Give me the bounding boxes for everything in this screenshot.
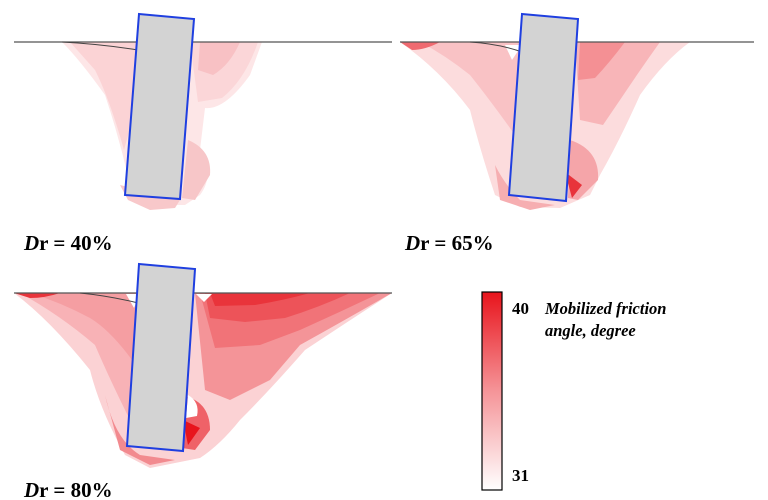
pile bbox=[123, 12, 196, 201]
colorbar-max-label: 40 bbox=[512, 299, 529, 318]
pile bbox=[125, 262, 197, 453]
panel-label-dr40: Dr = 40% bbox=[23, 231, 113, 255]
legend-title-line1: Mobilized friction bbox=[544, 299, 666, 318]
ground-settlement-line bbox=[469, 41, 523, 53]
pile bbox=[507, 12, 580, 203]
panel-label-dr80: Dr = 80% bbox=[23, 478, 113, 500]
colorbar bbox=[481, 291, 503, 491]
ground-settlement-line bbox=[61, 41, 139, 51]
panel-dr40: Dr = 40% bbox=[14, 12, 392, 255]
colorbar-min-label: 31 bbox=[512, 466, 529, 485]
panel-label-dr65: Dr = 65% bbox=[404, 231, 494, 255]
panel-dr80: Dr = 80% bbox=[14, 262, 392, 500]
panel-dr65: Dr = 65% bbox=[400, 12, 754, 255]
legend-title-line2: angle, degree bbox=[545, 321, 636, 340]
friction-contour-dr80 bbox=[14, 293, 392, 468]
ground-settlement-line bbox=[79, 292, 139, 304]
colorbar-legend: 40 31 Mobilized friction angle, degree bbox=[481, 291, 666, 491]
